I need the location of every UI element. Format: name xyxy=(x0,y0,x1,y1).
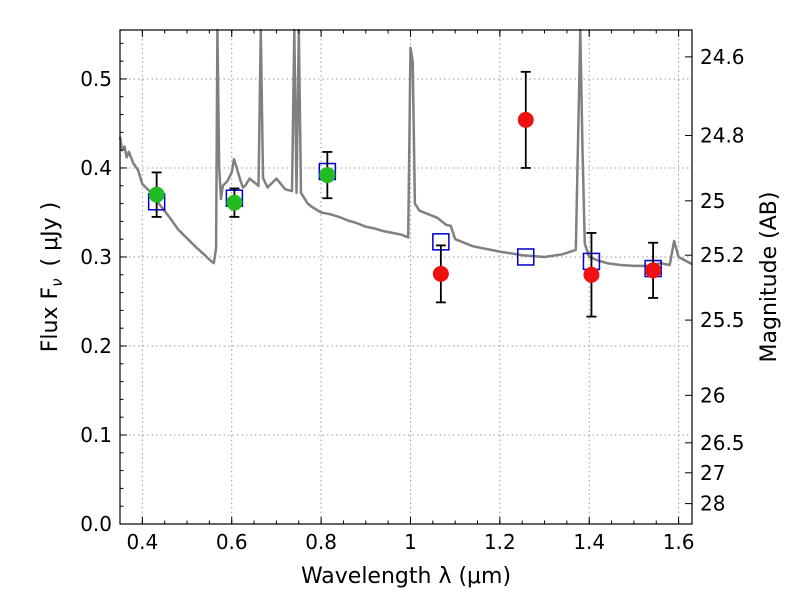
observed-flux-point xyxy=(148,186,165,203)
grid-lines xyxy=(120,30,692,524)
x-tick-label: 0.6 xyxy=(216,530,248,554)
observed-flux-point xyxy=(432,265,449,282)
y2-tick-label: 28 xyxy=(700,492,725,516)
y2-tick-label: 26.5 xyxy=(700,431,745,455)
y2-tick-label: 25.5 xyxy=(700,308,745,332)
y2-tick-label: 24.8 xyxy=(700,123,745,147)
y-tick-label: 0.1 xyxy=(80,423,112,447)
observed-flux-point xyxy=(517,111,534,128)
x-tick-label: 1.6 xyxy=(663,530,695,554)
data-markers xyxy=(147,70,662,318)
x-axis-label: Wavelength λ (μm) xyxy=(301,564,511,589)
observed-flux-point xyxy=(319,167,336,184)
y-axis-label-unit: ( μJy ) xyxy=(38,202,63,267)
x-tick-label: 1.2 xyxy=(484,530,516,554)
x-tick-label: 0.8 xyxy=(305,530,337,554)
y2-tick-label: 24.6 xyxy=(700,45,745,69)
observed-flux-point xyxy=(645,262,662,279)
y-axis-label: Flux Fν ( μJy ) xyxy=(38,202,66,352)
observed-flux-point xyxy=(226,194,243,211)
observed-flux-point xyxy=(583,266,600,283)
axis-ticks: 0.4 0.6 0.8 1 1.2 1.4 1.6 0.0 0.1 0.2 0.3 0.4 0.5 24.… xyxy=(80,30,745,554)
y-axis-label-subscript: ν xyxy=(48,278,66,286)
model-flux-square xyxy=(517,248,535,266)
y2-tick-label: 27 xyxy=(700,461,725,485)
y-tick-label: 0.4 xyxy=(80,156,112,180)
y-tick-label: 0.5 xyxy=(80,67,112,91)
y-tick-label: 0.2 xyxy=(80,334,112,358)
y2-tick-label: 26 xyxy=(700,383,725,407)
y2-tick-label: 25 xyxy=(700,189,725,213)
x-tick-label: 1.4 xyxy=(573,530,605,554)
sed-model-curve xyxy=(118,28,693,268)
sed-curve-layer xyxy=(118,28,693,268)
y-axis-label-main: Flux F xyxy=(38,287,63,352)
x-tick-label: 1 xyxy=(404,530,417,554)
y2-axis-label: Magnitude (AB) xyxy=(757,192,782,363)
y-tick-label: 0.3 xyxy=(80,245,112,269)
y2-tick-label: 25.2 xyxy=(700,243,745,267)
x-tick-label: 0.4 xyxy=(126,530,158,554)
y-tick-label: 0.0 xyxy=(80,512,112,536)
plot-frame xyxy=(119,29,693,525)
